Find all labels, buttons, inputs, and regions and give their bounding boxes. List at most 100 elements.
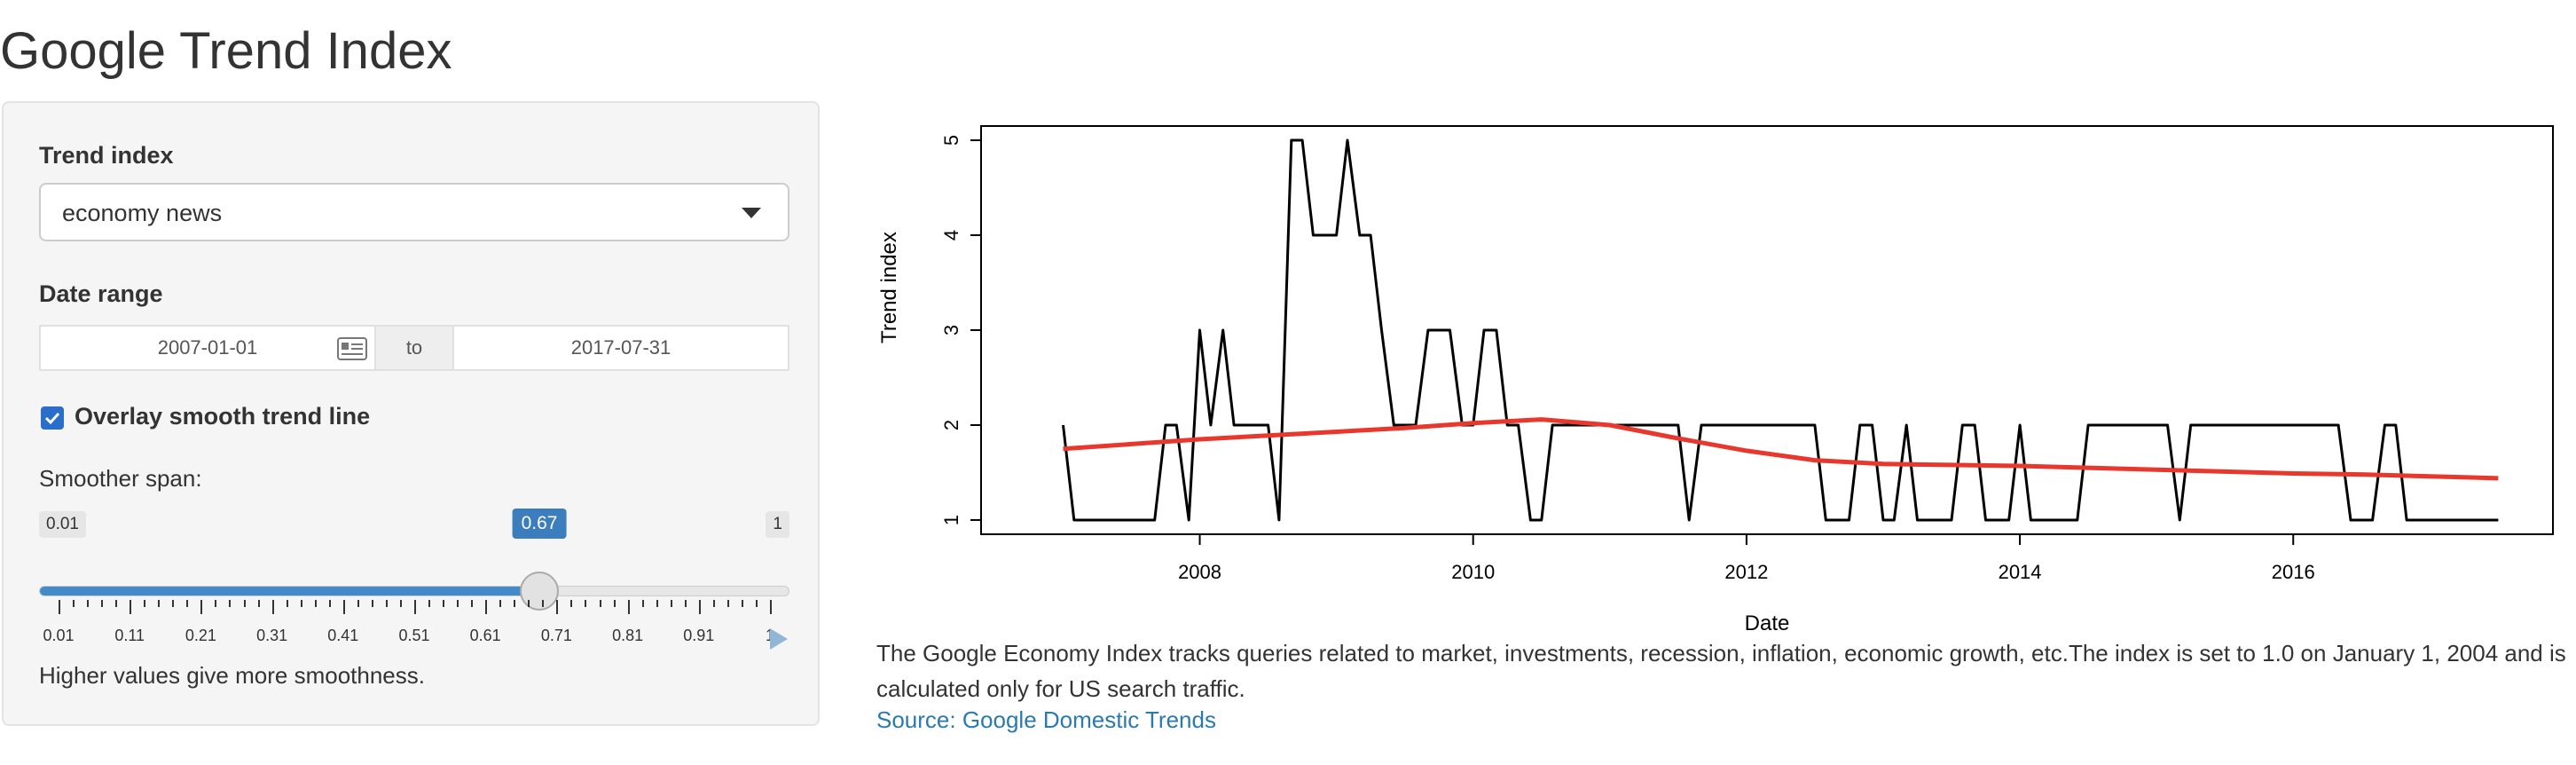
calendar-icon (337, 337, 367, 360)
slider-track[interactable] (39, 586, 789, 596)
date-range-label: Date range (39, 280, 163, 307)
slider-tick-mark (243, 600, 246, 607)
y-tick-label: 2 (940, 420, 962, 430)
slider-tick-mark (300, 600, 302, 607)
slider-tick-label: 0.71 (540, 627, 572, 644)
slider-tick-mark (399, 600, 402, 607)
source-link[interactable]: Source: Google Domestic Trends (876, 706, 1216, 733)
slider-tick-mark (755, 600, 758, 607)
slider-tick-label: 0.41 (327, 627, 359, 644)
y-axis-label: Trend index (877, 232, 901, 343)
slider-tick-mark (499, 600, 502, 607)
slider-tick-mark (684, 600, 687, 607)
date-range-input: 2007-01-01 to 2017-07-31 (39, 325, 789, 371)
slider-tick-label: 0.11 (114, 627, 145, 644)
slider-tick-label: 0.31 (256, 627, 288, 644)
end-date-input[interactable]: 2017-07-31 (452, 325, 789, 371)
slider-tick-mark (542, 600, 545, 607)
x-tick-label: 2008 (1178, 561, 1221, 583)
trend-index-line (1062, 138, 2499, 522)
slider-tick-mark (328, 600, 331, 607)
slider-tick-mark (641, 600, 644, 607)
slider-tick-mark (229, 600, 232, 607)
trend-index-label: Trend index (39, 142, 174, 169)
sidebar-panel: Trend index economy news Date range 2007… (2, 101, 820, 726)
trend-index-selected-value: economy news (62, 200, 223, 226)
slider-tick-mark (342, 600, 345, 614)
slider-tick-mark (215, 600, 217, 607)
slider-track-fill (40, 587, 540, 595)
slider-max-label: 1 (766, 511, 789, 538)
index-description: The Google Economy Index tracks queries … (876, 640, 2566, 702)
slider-tick-mark (314, 600, 317, 607)
slider-tick-mark (257, 600, 260, 607)
slider-tick-mark (59, 600, 60, 614)
trend-plot: 1 2 3 4 5 2008 2010 2012 2014 2016 Trend index D… (877, 125, 2554, 635)
slider-tick-mark (698, 600, 701, 614)
slider-tick-mark (357, 600, 359, 607)
slider-tick-mark (570, 600, 573, 607)
app-title: Google Trend Index (0, 22, 452, 80)
slider-tick-mark (385, 600, 388, 607)
date-range-separator: to (376, 325, 452, 371)
slider-tick-mark (770, 600, 772, 614)
slider-handle[interactable] (520, 572, 559, 611)
slider-tick-label: 0.21 (185, 627, 216, 644)
smoother-span-slider[interactable]: 0.01 1 0.67 0.01 0.11 0.21 0.31 0.41 0.51 0.61… (39, 509, 789, 650)
slider-tick-mark (585, 600, 587, 607)
slider-tick-mark (726, 600, 729, 607)
slider-tick-mark (158, 600, 161, 607)
slider-tick-mark (200, 600, 203, 614)
checkmark-icon (44, 412, 60, 425)
x-tick-label: 2012 (1724, 561, 1768, 583)
slider-tick-mark (73, 600, 75, 607)
smoother-span-label: Smoother span: (39, 465, 202, 492)
slider-current-value: 0.67 (512, 509, 567, 539)
x-tick-label: 2016 (2272, 561, 2315, 583)
slider-tick-mark (485, 600, 488, 614)
y-tick-label: 5 (940, 135, 962, 146)
slider-tick-mark (115, 600, 118, 607)
slider-tick-label: 0.91 (683, 627, 715, 644)
y-tick-label: 4 (940, 230, 962, 241)
slider-tick-mark (599, 600, 601, 607)
slider-tick-mark (144, 600, 146, 607)
x-tick-label: 2014 (1999, 561, 2042, 583)
slider-tick-mark (130, 600, 132, 614)
slider-ticks: 0.01 0.11 0.21 0.31 0.41 0.51 0.61 0.71 0.81 0.91… (39, 600, 789, 653)
x-axis: 2008 2010 2012 2014 2016 (1178, 534, 2315, 583)
end-date-value: 2017-07-31 (570, 336, 671, 359)
y-tick-label: 3 (940, 325, 962, 335)
slider-tick-mark (371, 600, 373, 607)
help-text: Higher values give more smoothness. (39, 662, 425, 689)
slider-tick-mark (286, 600, 288, 607)
slider-tick-mark (87, 600, 90, 607)
slider-tick-mark (443, 600, 445, 607)
x-axis-label: Date (1745, 611, 1790, 635)
chevron-down-icon (742, 208, 761, 218)
start-date-value: 2007-01-01 (157, 336, 258, 359)
slider-tick-label: 0.81 (612, 627, 644, 644)
slider-tick-label: 0.61 (469, 627, 501, 644)
smooth-trend-label: Overlay smooth trend line (75, 403, 371, 430)
series-layer (1062, 138, 2499, 522)
slider-tick-mark (414, 600, 416, 614)
y-axis: 1 2 3 4 5 (940, 135, 981, 525)
slider-tick-mark (428, 600, 431, 607)
smooth-trend-line (1063, 417, 2499, 481)
trend-index-select[interactable]: economy news (39, 183, 789, 241)
slider-tick-mark (514, 600, 516, 607)
start-date-input[interactable]: 2007-01-01 (39, 325, 376, 371)
slider-tick-mark (670, 600, 672, 607)
slider-tick-mark (712, 600, 715, 607)
slider-tick-mark (186, 600, 189, 607)
slider-tick-mark (656, 600, 658, 607)
slider-tick-mark (457, 600, 459, 607)
smooth-trend-checkbox[interactable] (41, 406, 64, 430)
slider-tick-mark (172, 600, 175, 607)
slider-tick-mark (627, 600, 630, 614)
x-tick-label: 2010 (1451, 561, 1495, 583)
slider-tick-mark (528, 600, 530, 607)
play-icon[interactable] (770, 628, 788, 650)
slider-tick-mark (613, 600, 616, 607)
